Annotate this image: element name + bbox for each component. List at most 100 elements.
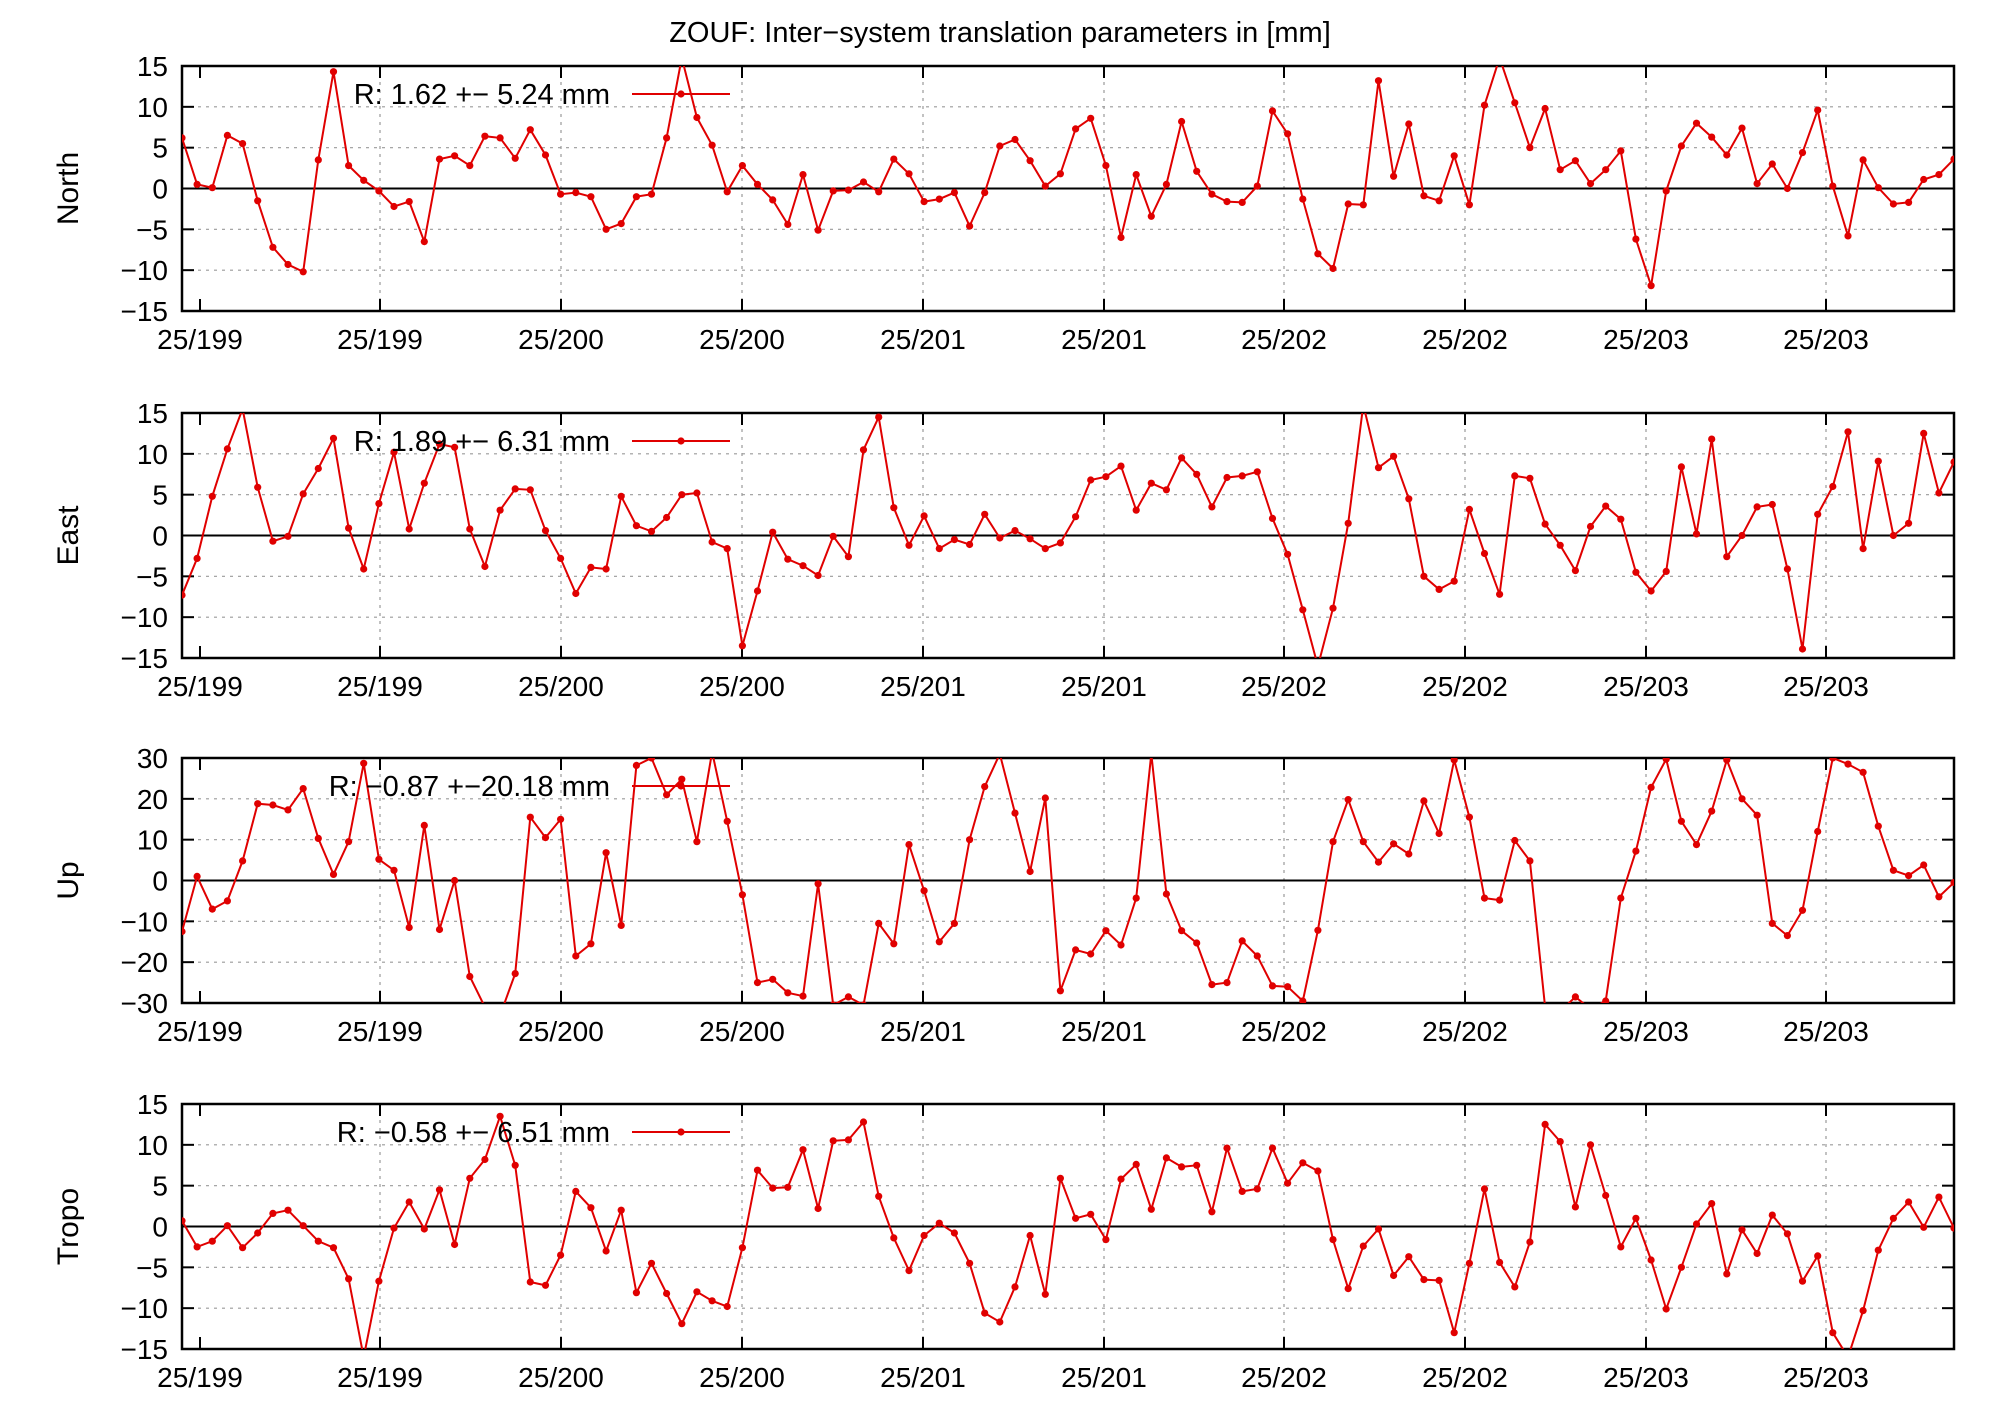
data-point: [1132, 1160, 1140, 1168]
data-point: [541, 1281, 550, 1289]
data-point: [1193, 167, 1201, 175]
data-point: [1814, 827, 1822, 836]
data-point: [663, 791, 671, 799]
y-tick-label: 0: [152, 174, 168, 205]
data-point: [541, 527, 550, 535]
data-point: [617, 492, 625, 500]
data-point: [1253, 468, 1261, 476]
data-point: [1708, 1200, 1716, 1208]
data-point: [1011, 809, 1019, 817]
data-point: [497, 1012, 504, 1019]
data-point: [1087, 950, 1095, 958]
data-point: [1647, 587, 1655, 595]
data-point: [299, 268, 307, 276]
data-point: [1920, 429, 1928, 437]
y-tick-label: −10: [121, 255, 169, 286]
data-point: [1844, 760, 1852, 768]
data-point: [1390, 172, 1398, 180]
data-point: [814, 880, 822, 888]
data-point: [451, 443, 459, 451]
data-point: [329, 434, 338, 442]
data-point: [299, 490, 307, 498]
data-point: [1465, 201, 1473, 209]
data-point: [708, 538, 716, 546]
data-point: [981, 510, 989, 518]
data-point: [1753, 180, 1761, 188]
data-point: [1874, 184, 1882, 192]
data-point: [1692, 530, 1701, 538]
data-point: [920, 198, 928, 206]
data-point: [1768, 160, 1776, 168]
data-point: [1420, 192, 1428, 200]
data-point: [1859, 1307, 1867, 1315]
data-point: [541, 834, 550, 842]
data-point: [572, 952, 580, 960]
data-point: [1905, 198, 1913, 206]
data-point: [1072, 513, 1080, 521]
x-tick-label: 25/201: [880, 324, 966, 355]
data-point: [1284, 983, 1292, 991]
data-point: [1708, 807, 1716, 815]
data-point: [1011, 527, 1019, 535]
data-point: [1602, 997, 1610, 1003]
data-point: [738, 891, 747, 899]
data-point: [935, 545, 943, 553]
data-point: [935, 938, 943, 946]
data-point: [1465, 1259, 1473, 1267]
data-point: [1602, 502, 1610, 510]
y-tick-label: −5: [136, 214, 168, 245]
data-point: [1041, 545, 1049, 553]
data-point: [844, 993, 853, 1001]
data-point: [284, 1206, 292, 1214]
panel-tropo: −15 −10 −5 0 5 10 15 25/199 25/199 25/200 25/200 25…: [52, 1089, 1956, 1393]
data-point: [1723, 758, 1731, 764]
data-point: [1405, 495, 1413, 503]
data-point: [663, 513, 671, 522]
data-point: [481, 1004, 488, 1011]
data-point: [1798, 645, 1807, 653]
data-point: [182, 1217, 186, 1225]
data-point: [1662, 758, 1670, 763]
data-point: [1829, 182, 1837, 190]
data-point: [345, 524, 353, 532]
data-point: [950, 189, 959, 197]
data-point: [1526, 1238, 1534, 1246]
data-point: [1299, 606, 1307, 614]
y-axis-label: Up: [52, 861, 85, 899]
data-point: [753, 1166, 762, 1174]
data-point: [1526, 474, 1534, 482]
data-point: [405, 923, 413, 932]
x-tick-label: 25/199: [337, 1016, 423, 1047]
data-point: [254, 1229, 262, 1237]
panel-north: −15 −10 −5 0 5 10 15 25/199 25/199 25/200 25/200 25…: [52, 51, 1956, 355]
data-point: [239, 1244, 247, 1252]
data-point: [1026, 867, 1034, 876]
data-point: [1329, 264, 1337, 273]
x-tick-label: 25/200: [699, 1362, 785, 1393]
data-point: [299, 785, 307, 793]
data-point: [1041, 182, 1049, 190]
data-point: [890, 155, 898, 163]
data-point: [314, 156, 322, 164]
data-point: [632, 761, 641, 770]
data-point: [1587, 1006, 1594, 1013]
data-point: [314, 834, 322, 843]
data-point: [390, 1224, 398, 1232]
data-point: [1662, 1305, 1670, 1313]
data-point: [314, 464, 322, 473]
data-point: [1541, 1120, 1549, 1128]
x-tick-label: 25/200: [699, 324, 785, 355]
data-point: [1435, 1276, 1443, 1284]
data-point: [1147, 212, 1155, 220]
data-point: [1314, 250, 1322, 258]
data-point: [1602, 166, 1610, 174]
legend-label: R: 1.62 +− 5.24 mm: [354, 79, 610, 111]
x-tick-label: 25/199: [337, 324, 423, 355]
x-tick-label: 25/201: [880, 1362, 966, 1393]
data-point: [1374, 77, 1383, 85]
y-tick-label: 30: [137, 743, 168, 774]
panel-up: −30 −20 −10 0 10 20 30 25/199 25/199 25/200 25/200…: [52, 743, 1956, 1047]
data-point: [1299, 195, 1307, 203]
x-tick-label: 25/202: [1422, 1362, 1508, 1393]
data-point: [1435, 829, 1443, 838]
